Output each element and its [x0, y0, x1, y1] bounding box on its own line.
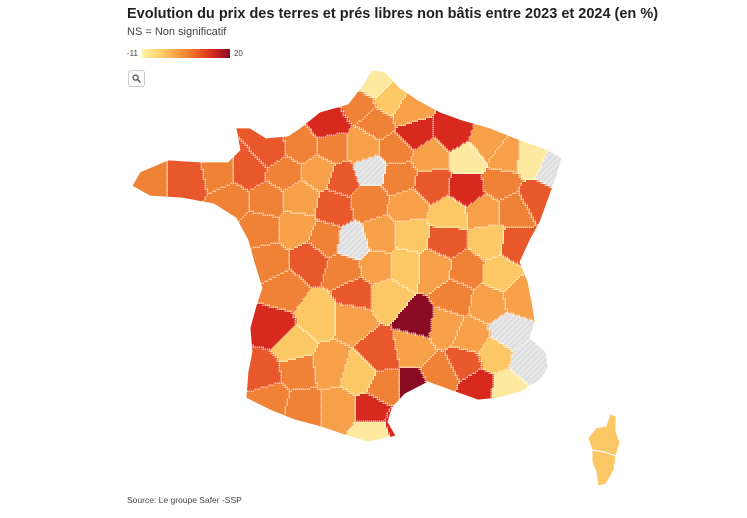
department-region[interactable]: [120, 384, 290, 450]
department-region[interactable]: [168, 184, 250, 282]
department-region[interactable]: [386, 404, 460, 450]
corsica-department-south[interactable]: [592, 450, 616, 486]
departments-layer: [120, 60, 572, 450]
source-note: Source: Le groupe Safer -SSP: [127, 495, 242, 505]
department-region[interactable]: [322, 388, 356, 450]
